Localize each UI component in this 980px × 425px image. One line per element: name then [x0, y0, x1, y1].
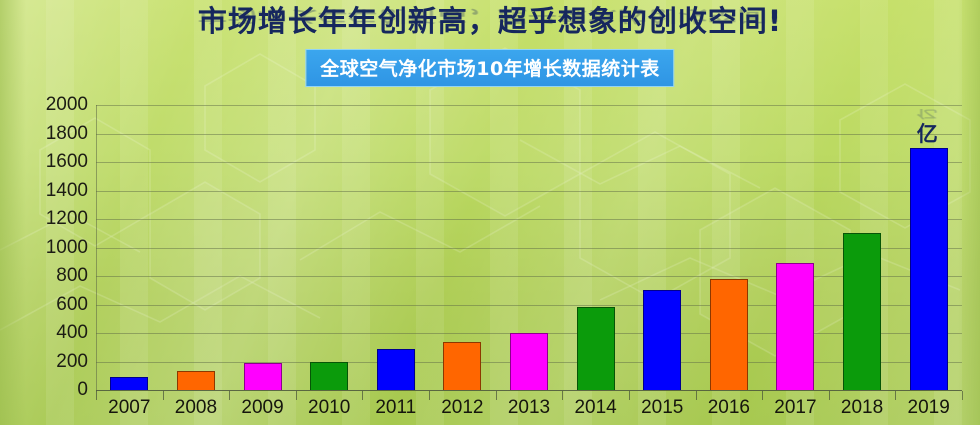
bar-slot[interactable]	[643, 290, 682, 390]
bar-slot[interactable]	[376, 348, 415, 390]
y-axis-tick-label: 0	[77, 379, 88, 400]
y-axis-tick-label: 400	[56, 322, 88, 343]
bar-2008[interactable]	[176, 370, 215, 390]
x-axis-tick-label-2011: 2011	[375, 397, 417, 418]
x-axis-tick-label-2019: 2019	[907, 397, 950, 418]
x-axis-tick	[429, 391, 431, 400]
bar-series	[96, 92, 962, 391]
x-axis-tick	[229, 391, 231, 400]
bar-2012[interactable]	[443, 341, 482, 390]
x-axis-tick	[828, 391, 830, 400]
unit-label: 亿	[916, 121, 938, 146]
x-axis-tick	[562, 391, 564, 400]
bar-slot[interactable]	[243, 362, 282, 390]
bar-2019[interactable]	[909, 147, 948, 390]
x-axis-tick-label-2016: 2016	[707, 397, 750, 418]
y-axis-tick-label: 800	[56, 265, 88, 286]
x-axis-line	[96, 390, 962, 391]
x-axis-tick	[295, 391, 297, 400]
x-axis-tick-label-2018: 2018	[840, 397, 884, 418]
x-axis-tick-label-2015: 2015	[641, 397, 684, 418]
bar-chart: 0 200 400 600 800 1000 1200 1400 1600 1800 2000 20…	[0, 92, 980, 425]
x-axis-tick	[628, 391, 630, 400]
x-axis-tick-label-2008: 2008	[174, 397, 218, 418]
x-axis-labels: 2007 2008 2009 2010 2011 2012 2013 2014 2015 2016…	[96, 397, 962, 425]
main-title: 市场增长年年创新高，超乎想象的创收空间!	[197, 4, 783, 38]
bar-slot[interactable]	[909, 147, 948, 390]
bar-slot[interactable]	[843, 233, 882, 390]
gridline	[96, 247, 962, 249]
x-axis-tick-label-2014: 2014	[574, 397, 617, 418]
x-axis-tick	[695, 391, 697, 400]
bar-slot[interactable]	[576, 307, 615, 390]
y-axis-tick-label: 1000	[45, 236, 88, 258]
bar-2017[interactable]	[776, 263, 815, 390]
gridline	[96, 219, 962, 220]
bar-slot[interactable]	[310, 361, 349, 390]
x-axis-tick	[495, 391, 497, 400]
bar-slot[interactable]	[776, 263, 815, 390]
gridline	[96, 276, 962, 277]
bar-2015[interactable]	[643, 290, 682, 390]
x-axis-tick	[96, 391, 97, 400]
bar-slot[interactable]	[176, 370, 215, 390]
bar-2013[interactable]	[510, 333, 548, 390]
bar-slot[interactable]	[110, 377, 149, 390]
x-axis-tick	[162, 391, 164, 400]
y-axis-tick-label: 1600	[45, 151, 88, 172]
y-axis-tick-label: 1400	[45, 179, 88, 201]
bar-2007[interactable]	[110, 377, 149, 390]
x-axis-tick-label-2013: 2013	[507, 397, 551, 418]
x-axis-tick	[895, 391, 897, 400]
gridline	[96, 105, 962, 106]
subtitle-banner: 全球空气净化市场10年增长数据统计表	[305, 49, 675, 87]
x-axis-tick	[762, 391, 764, 400]
x-axis-tick-label-2007: 2007	[108, 397, 151, 418]
gridline	[96, 304, 962, 306]
y-axis-line	[96, 105, 97, 392]
gridline	[96, 190, 962, 192]
y-axis-labels: 0 200 400 600 800 1000 1200 1400 1600 1800 2000	[0, 92, 88, 425]
y-axis-tick-label: 2000	[45, 94, 88, 115]
poster-header: 市场增长年年创新高，超乎想象的创收空间! 市场增长年年创新高，超乎想象的创收空间…	[0, 0, 980, 92]
gridline	[96, 162, 962, 163]
bar-2016[interactable]	[709, 278, 748, 390]
y-axis-tick-label: 1200	[45, 208, 88, 229]
x-axis-tick	[362, 391, 364, 400]
y-axis-tick-label: 200	[56, 350, 88, 372]
x-axis-tick-label-2009: 2009	[241, 397, 284, 418]
gridline	[96, 133, 962, 135]
bar-slot[interactable]	[510, 333, 548, 390]
x-axis-tick	[962, 391, 963, 400]
y-axis-tick-label: 1800	[45, 122, 88, 144]
bar-2009[interactable]	[243, 362, 282, 390]
x-axis-tick-label-2010: 2010	[308, 397, 351, 418]
x-axis-tick-label-2017: 2017	[774, 397, 817, 418]
bar-2018[interactable]	[843, 233, 882, 390]
bar-2014[interactable]	[576, 307, 615, 390]
bar-2010[interactable]	[310, 361, 349, 390]
y-axis-tick-label: 600	[56, 293, 88, 315]
bar-slot[interactable]	[709, 278, 748, 390]
bar-2011[interactable]	[376, 348, 415, 390]
bar-slot[interactable]	[443, 341, 482, 390]
x-axis-tick-label-2012: 2012	[441, 397, 484, 418]
